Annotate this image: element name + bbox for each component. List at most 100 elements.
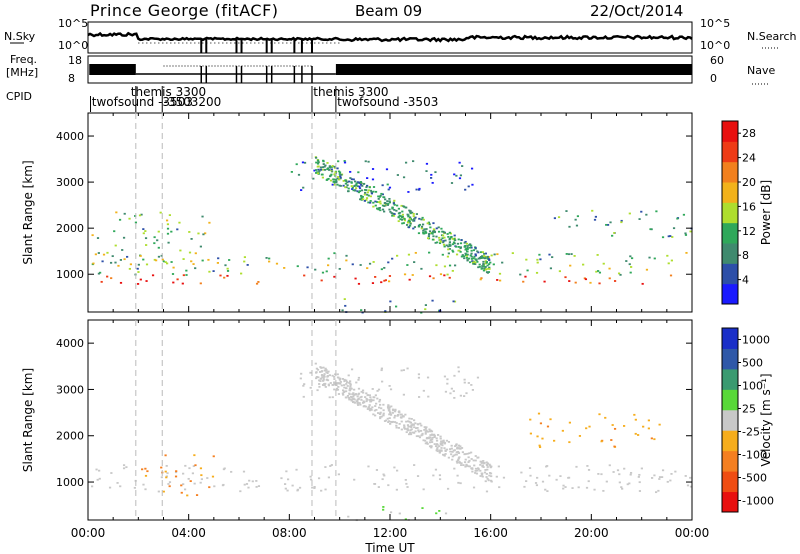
date-label: 22/Oct/2014 bbox=[590, 2, 684, 20]
power-pixel bbox=[297, 173, 301, 176]
power-pixel bbox=[338, 173, 341, 175]
power-pixel bbox=[359, 181, 363, 183]
power-pixel bbox=[360, 195, 363, 198]
ground-scatter-pixel bbox=[251, 480, 254, 483]
power-pixel bbox=[394, 305, 398, 308]
power-pixel bbox=[462, 255, 466, 258]
power-pixel bbox=[382, 196, 385, 199]
ground-scatter-pixel bbox=[311, 486, 314, 489]
ground-scatter-pixel bbox=[399, 416, 403, 419]
power-pixel bbox=[370, 191, 373, 194]
ground-scatter-pixel bbox=[411, 431, 415, 434]
power-pixel bbox=[442, 230, 445, 233]
power-pixel bbox=[303, 161, 307, 164]
power-pixel bbox=[482, 269, 486, 272]
power-pixel bbox=[145, 263, 149, 266]
power-pixel bbox=[409, 212, 412, 215]
power-pixel bbox=[407, 219, 411, 222]
power-pixel bbox=[685, 251, 688, 254]
power-pixel bbox=[613, 280, 617, 282]
ground-scatter-pixel bbox=[405, 420, 408, 423]
power-pixel bbox=[106, 251, 109, 254]
nsky-tick-high: 10^5 bbox=[58, 17, 88, 30]
power-pixel bbox=[156, 239, 159, 242]
sky-noise-trace bbox=[87, 31, 693, 43]
cpid-name: twofsound -3503 bbox=[92, 95, 193, 109]
ground-scatter-pixel bbox=[325, 369, 328, 371]
ground-scatter-pixel bbox=[329, 465, 332, 467]
power-pixel bbox=[159, 211, 162, 214]
nsky-tick-low: 10^0 bbox=[58, 39, 88, 52]
ground-scatter-pixel bbox=[661, 469, 665, 472]
power-pixel bbox=[404, 161, 408, 164]
ground-scatter-pixel bbox=[670, 472, 673, 475]
power-pixel bbox=[363, 193, 366, 196]
ground-scatter-pixel bbox=[431, 441, 434, 443]
y-tick-label: 4000 bbox=[56, 130, 84, 143]
ground-scatter-pixel bbox=[416, 426, 419, 429]
ground-scatter-pixel bbox=[337, 382, 340, 384]
ground-scatter-pixel bbox=[353, 388, 356, 391]
ground-scatter-pixel bbox=[342, 393, 345, 396]
ground-scatter-pixel bbox=[393, 416, 396, 419]
ground-scatter-pixel bbox=[429, 434, 432, 436]
power-pixel bbox=[630, 266, 633, 268]
ground-scatter-pixel bbox=[376, 397, 379, 400]
ground-scatter-pixel bbox=[485, 463, 488, 466]
power-pixel bbox=[301, 161, 305, 164]
power-pixel bbox=[354, 187, 358, 190]
power-pixel bbox=[684, 234, 688, 236]
power-pixel bbox=[420, 267, 423, 270]
ground-scatter-pixel bbox=[536, 476, 539, 479]
power-pixel bbox=[575, 224, 579, 227]
power-pixel bbox=[358, 185, 361, 188]
ground-scatter-pixel bbox=[366, 408, 369, 410]
ground-scatter-pixel bbox=[377, 412, 380, 414]
ground-scatter-pixel bbox=[387, 421, 390, 424]
power-pixel bbox=[336, 183, 339, 186]
nave-label: Nave bbox=[747, 64, 775, 77]
power-pixel bbox=[402, 205, 405, 208]
power-pixel bbox=[405, 206, 408, 209]
power-pixel bbox=[99, 271, 102, 274]
power-pixel bbox=[414, 251, 417, 254]
power-pixel bbox=[488, 259, 491, 262]
power-pixel bbox=[470, 249, 473, 252]
ground-scatter-pixel bbox=[374, 414, 377, 417]
ground-scatter-pixel bbox=[612, 471, 615, 473]
power-pixel bbox=[374, 190, 378, 193]
power-colorbar-swatch bbox=[722, 263, 738, 285]
nsearch-tick-low: 10^0 bbox=[700, 39, 730, 52]
power-pixel bbox=[351, 186, 354, 189]
power-pixel bbox=[595, 270, 598, 273]
ground-scatter-pixel bbox=[433, 443, 436, 445]
ground-scatter-pixel bbox=[356, 395, 359, 398]
ground-scatter-pixel bbox=[480, 472, 483, 475]
ground-scatter-pixel bbox=[368, 404, 371, 406]
power-pixel bbox=[617, 272, 621, 275]
power-pixel bbox=[598, 271, 602, 274]
power-pixel bbox=[350, 185, 353, 187]
power-pixel bbox=[216, 262, 219, 264]
ground-scatter-pixel bbox=[618, 473, 621, 476]
power-pixel bbox=[415, 213, 418, 215]
power-pixel bbox=[385, 202, 388, 205]
ground-scatter-pixel bbox=[467, 461, 470, 463]
power-pixel bbox=[323, 168, 327, 171]
ground-scatter-pixel bbox=[471, 389, 474, 391]
ground-scatter-pixel bbox=[360, 398, 363, 401]
power-pixel bbox=[480, 267, 483, 270]
power-pixel bbox=[480, 251, 483, 254]
ground-scatter-pixel bbox=[417, 430, 421, 433]
power-pixel bbox=[377, 207, 381, 210]
ground-scatter-pixel bbox=[337, 393, 341, 395]
ground-scatter-pixel bbox=[160, 476, 163, 479]
power-pixel bbox=[330, 168, 333, 171]
power-pixel bbox=[319, 166, 323, 169]
ground-scatter-pixel bbox=[337, 386, 340, 388]
ground-scatter-pixel bbox=[347, 396, 351, 399]
power-pixel bbox=[465, 257, 469, 259]
power-pixel bbox=[129, 263, 133, 266]
power-pixel bbox=[315, 172, 318, 174]
ground-scatter-pixel bbox=[285, 470, 288, 473]
